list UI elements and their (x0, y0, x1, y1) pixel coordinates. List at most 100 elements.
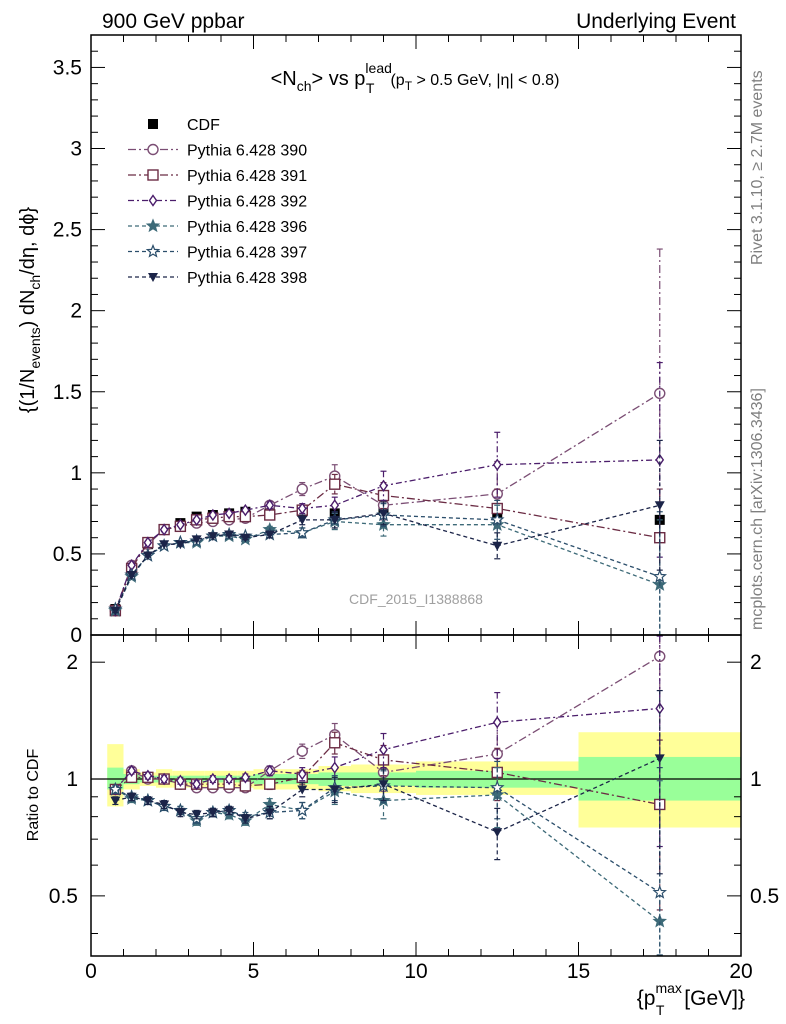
legend-marker-4 (145, 218, 161, 233)
ratio-axis-label: Ratio to CDF (25, 749, 42, 842)
top-series-4-point-13 (489, 512, 505, 527)
ratio-series-3-line (115, 788, 661, 922)
top-series-5-point-4 (175, 540, 186, 550)
legend: CDF Pythia 6.428 390 Pythia 6.428 391 Pythi… (128, 117, 307, 287)
ratio-series-2-point-11 (330, 761, 340, 774)
top-series-1-point-11 (329, 478, 341, 490)
legend-item-3: Pythia 6.428 392 (128, 194, 307, 211)
legend-item-6: Pythia 6.428 398 (128, 270, 307, 287)
ratio-series-2-point-12 (379, 743, 388, 756)
side-label-bottom: mcplots.cern.ch [arXiv:1306.3436] (749, 388, 766, 630)
legend-label-3: Pythia 6.428 392 (187, 194, 307, 211)
ratio-series-5-point-12 (378, 780, 389, 790)
ratio-series-4-point-14 (652, 884, 668, 899)
legend-label-1: Pythia 6.428 390 (187, 143, 307, 160)
ratio-series-2-point-13 (492, 716, 502, 729)
top-series-4-point-10 (294, 525, 310, 540)
top-series-4-point-14 (652, 568, 668, 583)
ratio-series-2-point-4 (176, 774, 185, 787)
top-series-5-point-1 (126, 571, 137, 580)
legend-item-1: Pythia 6.428 390 (128, 143, 307, 160)
y-tick-label-2: 1 (70, 462, 82, 485)
top-series-2-group (111, 361, 665, 617)
x-axis-label: {pmax T [GeV]} (637, 980, 745, 1018)
ratio-tick-label-left-2: 2 (66, 651, 78, 674)
legend-label-5: Pythia 6.428 397 (187, 245, 307, 262)
legend-marker-5 (145, 243, 161, 258)
ratio-series-2-point-8 (241, 771, 250, 784)
top-series-2-point-3 (159, 523, 169, 536)
ratio-series-5-line (115, 757, 661, 833)
ratio-series-5-group (110, 689, 665, 875)
ratio-series-2-point-3 (159, 772, 169, 786)
legend-item-5: Pythia 6.428 397 (128, 243, 307, 262)
top-series-5-point-7 (224, 530, 235, 540)
top-series-5-point-9 (264, 530, 275, 540)
ratio-series-5-point-5 (191, 810, 202, 820)
ratio-series-5-point-11 (329, 785, 340, 795)
top-series-2-point-12 (379, 479, 388, 493)
top-series-5-point-8 (240, 533, 251, 543)
ratio-series-4-line (115, 785, 661, 894)
legend-marker-3 (148, 194, 158, 207)
top-series-5-point-14 (654, 501, 665, 511)
ratio-panel-series (108, 635, 668, 956)
ratio-series-2-point-9 (265, 764, 275, 778)
ratio-series-5-point-10 (297, 785, 308, 795)
legend-label-0: CDF (187, 117, 220, 134)
ratio-series-2-point-10 (297, 767, 307, 781)
ratio-tick-label-right-0: 0.5 (750, 885, 779, 908)
ratio-series-1-point-9 (264, 778, 276, 790)
axes: 0 5 10 15 20 0 0.5 1 1.5 2 2.5 3 3.5 0.5 0.5 1 1 2 2 (49, 34, 779, 983)
y-tick-label-0: 0 (70, 624, 82, 647)
top-series-5-point-13 (492, 541, 503, 551)
ratio-series-5-point-8 (240, 814, 251, 824)
ratio-series-5-point-6 (207, 808, 218, 818)
ratio-series-2-point-7 (224, 772, 234, 786)
top-series-5-point-11 (329, 515, 340, 525)
ratio-series-2-point-2 (143, 769, 153, 782)
y-tick-label-7: 3.5 (53, 56, 82, 79)
top-series-2-point-4 (176, 518, 185, 531)
top-series-5-point-6 (207, 532, 218, 542)
legend-marker-6 (148, 273, 158, 282)
top-series-5-point-0 (110, 606, 121, 616)
ratio-series-2-point-5 (192, 777, 201, 791)
ratio-tick-label-right-2: 2 (750, 651, 762, 674)
ratio-series-2-line (114, 707, 660, 790)
top-series-5-point-12 (378, 509, 389, 519)
ratio-tick-label-left-1: 1 (66, 768, 78, 791)
y-tick-label-5: 2.5 (53, 219, 82, 242)
legend-item-0: CDF (148, 117, 220, 134)
ratio-series-2-point-6 (208, 772, 218, 786)
ratio-series-5-point-7 (224, 806, 235, 816)
side-label-top: Rivet 3.1.10, ≥ 2.7M events (749, 70, 766, 265)
top-series-2-point-5 (192, 513, 201, 527)
y-tick-label-6: 3 (70, 138, 82, 161)
top-series-2-point-8 (241, 503, 250, 517)
ratio-series-0-point-10 (296, 745, 308, 757)
ratio-series-5-point-0 (110, 796, 121, 806)
top-series-2-point-10 (297, 502, 307, 515)
chart-title: <Nch> vs plead T (pT > 0.5 GeV, |η| < 0.8) (271, 60, 560, 96)
ratio-series-5-point-2 (142, 796, 153, 806)
analysis-watermark: CDF_2015_I1388868 (349, 591, 483, 607)
ratio-series-5-point-3 (159, 800, 170, 810)
legend-marker-0 (148, 119, 158, 129)
legend-label-2: Pythia 6.428 391 (187, 168, 307, 185)
legend-item-2: Pythia 6.428 391 (128, 168, 307, 185)
ratio-series-2-group (111, 635, 665, 848)
x-tick-label-0: 0 (85, 960, 97, 983)
top-series-2-point-13 (492, 458, 502, 471)
top-series-5-group (110, 439, 665, 616)
x-tick-label-1: 5 (248, 960, 260, 983)
ratio-tick-label-right-1: 1 (750, 768, 762, 791)
top-series-5-point-5 (191, 535, 202, 545)
legend-marker-2 (147, 169, 159, 181)
y-tick-label-1: 0.5 (53, 543, 82, 566)
top-series-2-point-9 (265, 499, 275, 512)
y-axis-label: {(1/Nevents) dNch/dη, dϕ} (17, 207, 43, 414)
ratio-tick-label-left-0: 0.5 (49, 885, 78, 908)
header-right: Underlying Event (576, 10, 736, 33)
top-series-0-point-10 (296, 483, 308, 495)
